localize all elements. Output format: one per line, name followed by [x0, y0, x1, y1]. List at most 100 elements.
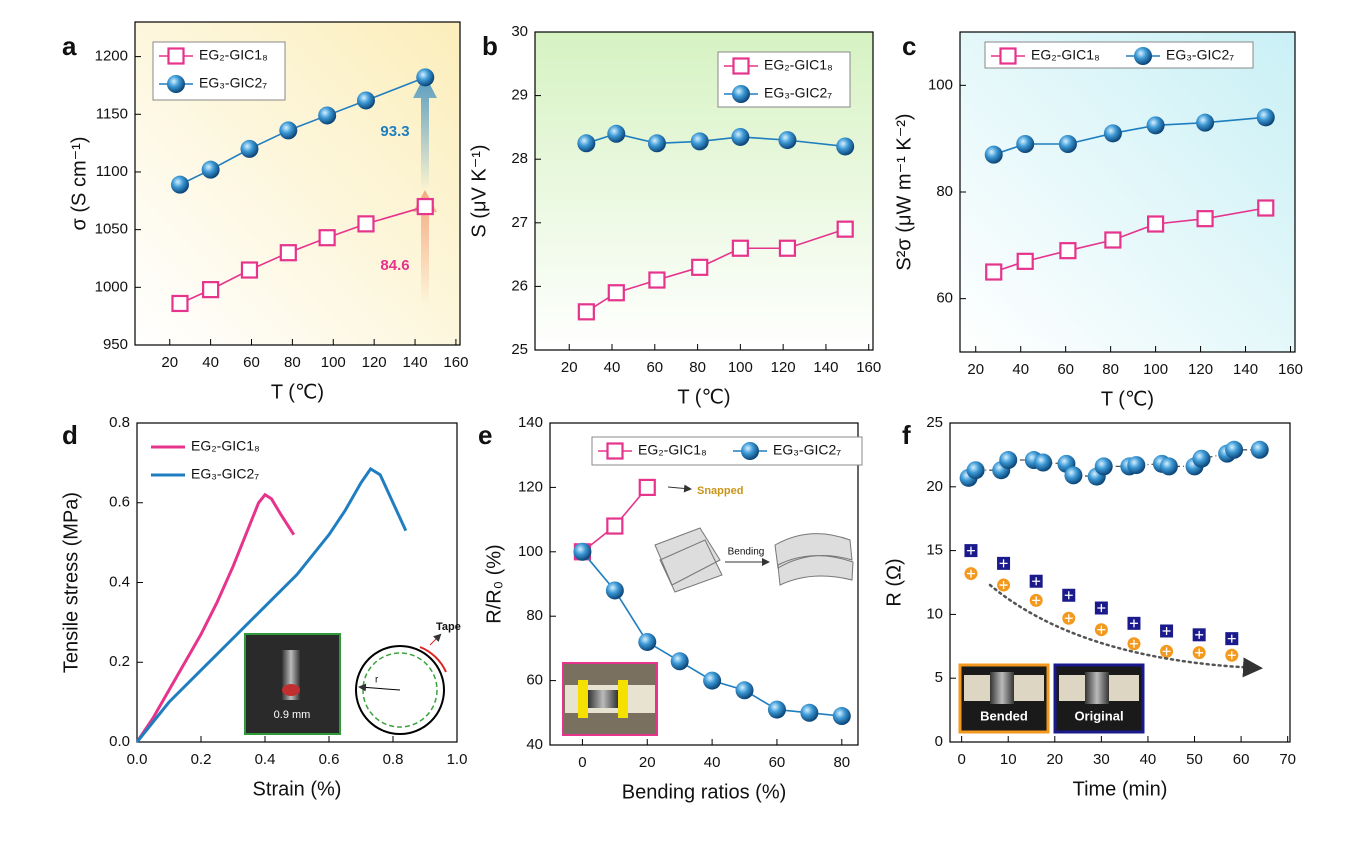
x-tick-label: 40: [1012, 361, 1029, 378]
marker-sphere: [1196, 113, 1215, 132]
y-tick-label: 0.6: [109, 494, 130, 511]
y-tick-label: 15: [926, 542, 943, 559]
y-tick-label: 0.4: [109, 573, 130, 590]
annotation: Snapped: [697, 485, 743, 497]
inset-rod: [1085, 672, 1109, 704]
annotation: 93.3: [380, 123, 409, 140]
marker-sphere: [167, 75, 185, 93]
y-axis-title: S²σ (μW m⁻¹ K⁻²): [893, 113, 915, 270]
marker-square: [1104, 231, 1122, 249]
y-axis-title: R/R₀ (%): [483, 544, 505, 623]
marker-sphere: [999, 451, 1018, 470]
marker-square: [1257, 199, 1275, 217]
marker-sphere: [573, 542, 592, 561]
x-tick-label: 10: [1000, 751, 1017, 768]
y-tick-label: 120: [518, 478, 543, 495]
y-axis-title: σ (S cm⁻¹): [68, 137, 90, 231]
marker-sphere: [832, 707, 851, 726]
marker-cross: [1162, 647, 1171, 656]
y-tick-label: 30: [511, 23, 528, 40]
x-axis-title: Strain (%): [253, 778, 342, 800]
marker-sphere: [279, 121, 298, 140]
marker-sphere: [638, 632, 657, 651]
marker-square: [691, 258, 709, 276]
marker-sphere: [605, 581, 624, 600]
x-tick-label: 140: [1233, 361, 1258, 378]
marker-square: [836, 220, 854, 238]
marker-sphere: [1225, 440, 1244, 459]
marker-sphere: [690, 132, 709, 151]
legend-box: [984, 41, 1254, 69]
x-tick-label: 40: [704, 754, 721, 771]
x-tick-label: 20: [639, 754, 656, 771]
y-tick-label: 0.8: [109, 414, 130, 431]
annotation: r: [375, 675, 379, 686]
marker-cross: [1129, 619, 1138, 628]
x-tick-label: 100: [1143, 361, 1168, 378]
x-tick-label: 160: [856, 359, 881, 376]
marker-cross: [1064, 614, 1073, 623]
y-tick-label: 1200: [95, 48, 128, 65]
x-tick-label: 80: [689, 359, 706, 376]
marker-sphere: [1103, 124, 1122, 143]
y-tick-label: 29: [511, 87, 528, 104]
marker-square: [731, 239, 749, 257]
marker-sphere: [607, 124, 626, 143]
legend-label: EG₃-GIC2₇: [764, 85, 832, 101]
x-tick-label: 50: [1186, 751, 1203, 768]
x-tick-label: 0.8: [383, 751, 404, 768]
y-tick-label: 25: [511, 341, 528, 358]
marker-cross: [1195, 648, 1204, 657]
marker-sphere: [1127, 456, 1146, 475]
y-tick-label: 25: [926, 414, 943, 431]
x-tick-label: 60: [1233, 751, 1250, 768]
trend-arrow: [988, 583, 1263, 678]
marker-cross: [1227, 634, 1236, 643]
x-tick-label: 140: [403, 354, 428, 371]
panel-label: a: [62, 31, 77, 61]
y-tick-label: 10: [926, 605, 943, 622]
x-tick-label: 60: [769, 754, 786, 771]
marker-sphere: [966, 461, 985, 480]
y-tick-label: 0.0: [109, 733, 130, 750]
marker-sphere: [1094, 457, 1113, 476]
x-tick-label: 20: [561, 359, 578, 376]
x-tick-label: 0.0: [127, 751, 148, 768]
annotation: Bending: [728, 547, 765, 558]
marker-cross: [966, 546, 975, 555]
marker-sphere: [767, 700, 786, 719]
x-tick-label: 0.4: [255, 751, 276, 768]
y-tick-label: 100: [928, 76, 953, 93]
marker-sphere: [318, 106, 337, 125]
x-axis-title: T (℃): [1101, 388, 1154, 410]
inset-tape: [578, 680, 588, 718]
y-tick-label: 1000: [95, 278, 128, 295]
arrow: [413, 190, 437, 305]
x-axis-title: T (℃): [271, 381, 324, 403]
marker-square: [778, 239, 797, 257]
marker-square: [1196, 210, 1214, 228]
marker-sphere: [1192, 449, 1211, 468]
marker-sphere: [1159, 457, 1178, 476]
marker-square: [318, 229, 336, 247]
marker-cross: [1162, 626, 1171, 635]
marker-sphere: [1134, 47, 1152, 65]
marker-cross: [999, 559, 1008, 568]
marker-sphere: [1064, 466, 1083, 485]
marker-square: [607, 284, 625, 302]
y-tick-label: 1100: [96, 163, 128, 180]
marker-sphere: [703, 671, 722, 690]
marker-sphere: [984, 145, 1003, 164]
marker-sphere: [1034, 453, 1053, 472]
x-tick-label: 120: [362, 354, 387, 371]
graphene-sheet: [654, 527, 723, 593]
marker-square: [240, 261, 259, 279]
y-tick-label: 0: [935, 733, 943, 750]
x-tick-label: 0: [578, 754, 586, 771]
y-tick-label: 0.2: [109, 653, 130, 670]
marker-cross: [1064, 591, 1073, 600]
marker-sphere: [577, 134, 596, 153]
graphene-sheet: [774, 533, 854, 586]
marker-sphere: [735, 681, 754, 700]
